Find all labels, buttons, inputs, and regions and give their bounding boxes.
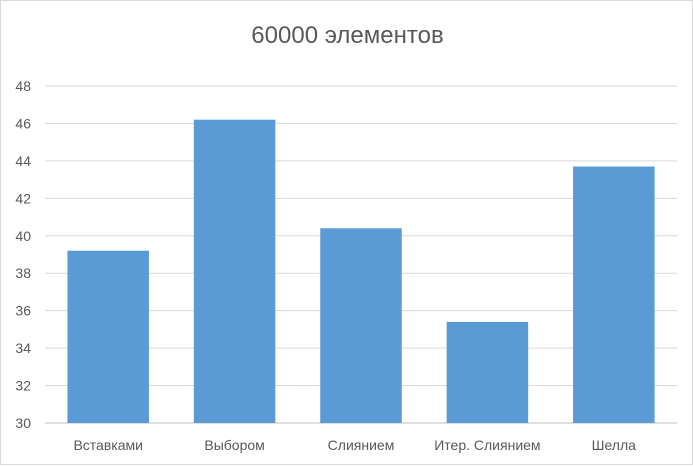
bar xyxy=(67,250,149,423)
x-tick-label: Вставками xyxy=(73,437,142,453)
bar xyxy=(446,321,529,423)
y-tick-label: 40 xyxy=(15,228,31,244)
bar xyxy=(193,119,276,423)
x-axis-tick-labels: Вставками Выбором Слиянием Итер. Слиянием Ше… xyxy=(73,437,636,453)
x-tick-label: Шелла xyxy=(592,437,636,453)
bars xyxy=(67,119,655,423)
chart-title: 60000 элементов xyxy=(251,22,443,49)
y-tick-label: 32 xyxy=(15,378,31,394)
y-tick-label: 46 xyxy=(15,115,31,131)
y-axis-tick-labels: 30 32 34 36 38 40 42 44 46 48 xyxy=(15,78,31,431)
bar xyxy=(573,166,655,423)
y-tick-label: 30 xyxy=(15,415,31,431)
y-tick-label: 42 xyxy=(15,190,31,206)
x-tick-label: Итер. Слиянием xyxy=(434,437,540,453)
bar xyxy=(320,228,402,423)
y-tick-label: 48 xyxy=(15,78,31,94)
y-tick-label: 38 xyxy=(15,265,31,281)
x-tick-label: Выбором xyxy=(204,437,264,453)
y-tick-label: 34 xyxy=(15,340,31,356)
y-tick-label: 44 xyxy=(15,153,31,169)
x-tick-label: Слиянием xyxy=(328,437,395,453)
y-tick-label: 36 xyxy=(15,303,31,319)
